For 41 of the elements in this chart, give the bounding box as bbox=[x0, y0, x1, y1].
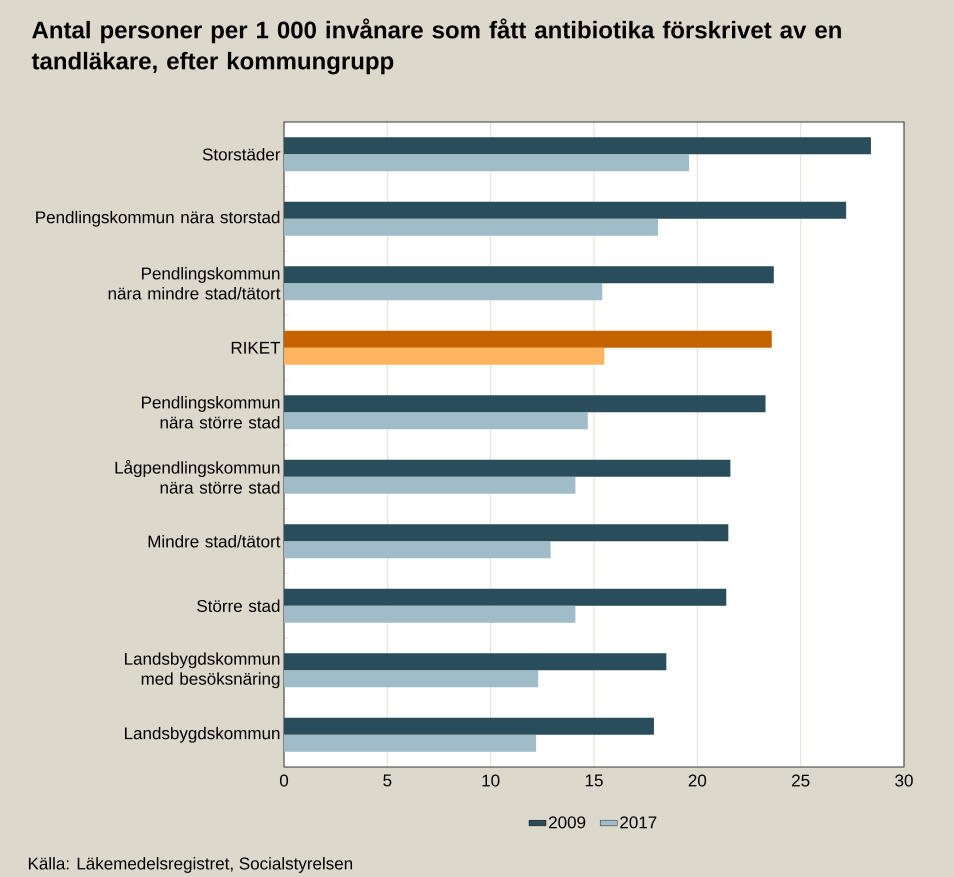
y-tick-label: Pendlingskommun nära storstad bbox=[36, 210, 280, 227]
bar bbox=[284, 266, 774, 284]
y-tick-label: Lågpendlingskommun nära större stad bbox=[116, 460, 280, 494]
y-tick-label: Landsbygdskommun med besöksnäring bbox=[125, 652, 280, 688]
legend-label: 2017 bbox=[620, 816, 656, 828]
bar bbox=[284, 588, 726, 606]
y-tick-label: Större stad bbox=[197, 600, 280, 612]
legend-label: 2009 bbox=[549, 816, 586, 828]
bar bbox=[284, 412, 588, 430]
y-tick-label: Mindre stad/tätort bbox=[148, 535, 280, 548]
text: Källa: Läkemedelsregistret, Socialstyrelsen bbox=[28, 857, 352, 873]
y-tick-label: Pendlingskommun nära större stad bbox=[142, 396, 280, 429]
y-tick-label: Pendlingskommun nära mindre stad/tätort bbox=[108, 267, 280, 300]
y-tick-label: Storstäder bbox=[202, 148, 280, 160]
bar bbox=[284, 137, 871, 154]
x-tick-label: 10 bbox=[482, 774, 500, 787]
x-tick-label: 20 bbox=[688, 774, 706, 787]
bar bbox=[284, 524, 728, 542]
bar bbox=[284, 395, 766, 412]
y-tick-label: Landsbygdskommun bbox=[125, 726, 280, 743]
y-tick-label: RIKET bbox=[232, 342, 280, 354]
x-tick-label: 15 bbox=[586, 774, 603, 786]
chart-title: Antal personer per 1 000 invånare som fått antibiotika förskrivet av en tandläkare, efter kommungrupp bbox=[32, 18, 841, 74]
bar bbox=[284, 670, 538, 688]
bar bbox=[284, 283, 602, 300]
bar bbox=[284, 734, 536, 752]
bar bbox=[284, 653, 666, 670]
bar bbox=[284, 218, 658, 236]
bar bbox=[284, 202, 846, 219]
bar bbox=[284, 476, 576, 494]
bar bbox=[284, 460, 730, 477]
bar bbox=[284, 606, 576, 623]
bar bbox=[284, 330, 772, 348]
x-tick-label: 30 bbox=[895, 774, 913, 787]
x-tick-label: 5 bbox=[383, 774, 392, 786]
bar bbox=[284, 154, 690, 172]
bar bbox=[284, 541, 551, 558]
bar bbox=[284, 348, 604, 365]
x-tick-label: 0 bbox=[280, 774, 288, 787]
bar bbox=[284, 718, 654, 735]
x-tick-label: 25 bbox=[792, 774, 810, 787]
